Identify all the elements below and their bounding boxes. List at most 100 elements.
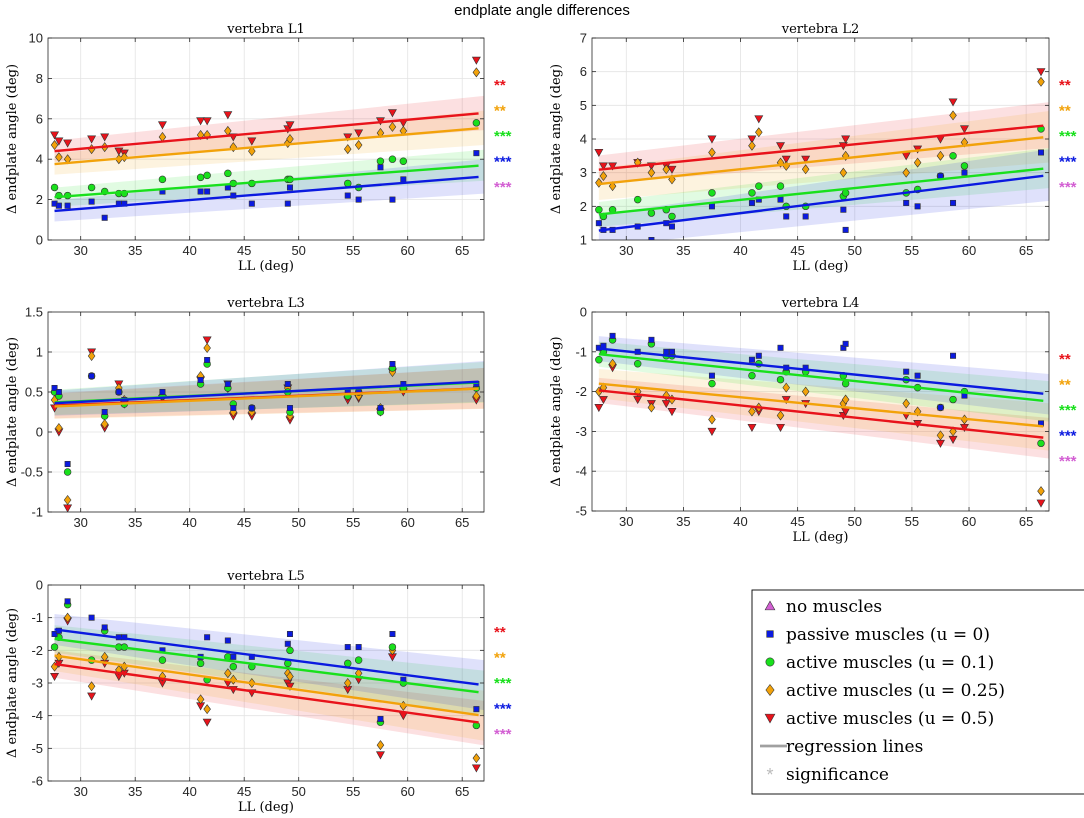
regression-line-passive	[598, 174, 1044, 232]
y-tick-label: -1	[31, 610, 43, 625]
x-tick-label: 50	[848, 514, 862, 529]
data-point-active_05	[598, 162, 608, 171]
data-point-active_01	[376, 157, 385, 165]
x-tick-label: 45	[237, 515, 251, 530]
data-point-passive	[708, 203, 715, 210]
legend-label: regression lines	[786, 737, 923, 757]
data-point-passive	[914, 203, 921, 210]
data-point-active_05	[50, 131, 60, 140]
data-point-active_01	[633, 360, 642, 368]
plot-content	[594, 332, 1049, 508]
data-point-active_05	[1036, 499, 1046, 508]
regression-line-passive	[598, 347, 1044, 395]
data-point-active_05	[100, 133, 110, 142]
y-tick-label: 0	[36, 578, 43, 593]
data-point-active_05	[801, 155, 811, 164]
data-point-passive	[64, 598, 71, 605]
legend-entry-passive: passive muscles (u = 0)	[766, 625, 990, 645]
significance-marker-active_025: **	[1059, 377, 1071, 394]
panel-title: vertebra L1	[226, 22, 305, 37]
data-point-active_01	[158, 175, 167, 184]
x-tick-label: 30	[619, 514, 633, 529]
data-point-active_025	[902, 398, 910, 409]
data-point-active_05	[87, 692, 97, 701]
data-point-active_05	[608, 162, 618, 171]
data-point-passive	[115, 388, 122, 395]
data-point-active_05	[247, 137, 257, 146]
y-tick-label: 4	[580, 132, 587, 147]
data-point-active_05	[285, 121, 295, 130]
data-point-passive	[159, 388, 166, 395]
data-point-passive	[204, 356, 211, 363]
data-point-passive	[783, 213, 790, 220]
legend-asterisk-icon: *	[766, 765, 773, 785]
data-point-passive	[903, 199, 910, 206]
data-point-active_01	[50, 183, 59, 192]
data-point-active_05	[781, 155, 791, 164]
x-tick-label: 35	[128, 515, 142, 530]
x-tick-label: 55	[346, 515, 360, 530]
data-point-active_025	[354, 140, 363, 151]
y-tick-label: 3	[580, 165, 587, 180]
legend-entry-active_05: active muscles (u = 0.5)	[764, 709, 994, 729]
y-tick-label: -3	[31, 676, 43, 691]
y-tick-label: -1	[575, 344, 587, 359]
data-point-passive	[914, 372, 921, 379]
x-axis-label: LL (deg)	[238, 800, 294, 815]
confidence-band-passive	[54, 613, 484, 711]
data-point-active_01	[708, 189, 716, 197]
data-point-active_01	[1037, 439, 1045, 448]
data-point-active_01	[388, 155, 397, 163]
x-tick-label: 30	[73, 784, 87, 799]
regression-line-active_025	[598, 382, 1044, 428]
data-point-passive	[230, 653, 237, 660]
panel-title: vertebra L4	[781, 296, 860, 311]
significance-marker-active_025: **	[1059, 103, 1071, 120]
data-point-passive	[389, 630, 396, 637]
data-point-active_01	[224, 169, 232, 178]
y-tick-label: -2	[31, 643, 43, 658]
confidence-band-active_025	[598, 369, 1049, 451]
data-point-active_025	[344, 144, 352, 155]
data-point-active_01	[949, 152, 957, 160]
data-point-passive	[248, 404, 255, 411]
x-tick-label: 45	[790, 514, 804, 529]
data-point-active_01	[286, 646, 294, 655]
data-point-active_05	[50, 672, 60, 682]
regression-line-active_01	[598, 167, 1044, 216]
confidence-band-active_025	[54, 640, 484, 741]
plot-content	[50, 56, 484, 222]
data-point-active_025	[801, 164, 810, 175]
data-point-active_025	[100, 651, 109, 662]
plot-content	[50, 598, 484, 773]
legend-entry-active_025: active muscles (u = 0.25)	[765, 681, 1005, 701]
plot-area	[592, 312, 1049, 511]
x-tick-label: 50	[848, 243, 862, 258]
regression-line-active_05	[54, 662, 479, 724]
data-point-passive	[88, 614, 95, 621]
x-tick-label: 50	[291, 243, 305, 258]
data-point-passive	[286, 630, 293, 637]
legend-diamond-icon	[765, 684, 775, 696]
x-tick-label: 35	[676, 514, 690, 529]
x-tick-label: 40	[733, 514, 747, 529]
data-point-passive	[248, 200, 255, 207]
y-tick-label: 10	[29, 31, 43, 46]
y-tick-label: 1.5	[25, 305, 43, 320]
data-point-active_025	[662, 164, 671, 175]
x-axis-label: LL (deg)	[793, 530, 849, 545]
significance-marker-passive: ***	[1059, 154, 1077, 171]
x-tick-label: 55	[346, 243, 360, 258]
data-point-active_025	[388, 121, 397, 132]
y-tick-label: 0	[580, 305, 587, 320]
data-point-active_025	[248, 146, 256, 157]
data-point-active_05	[959, 125, 969, 134]
confidence-band-active_025	[598, 111, 1049, 201]
x-tick-label: 40	[733, 243, 747, 258]
x-tick-label: 35	[128, 243, 142, 258]
data-point-passive	[663, 348, 670, 355]
x-tick-label: 50	[291, 515, 305, 530]
data-point-passive	[777, 196, 784, 203]
y-axis-label: Δ endplate angle (deg)	[5, 64, 20, 214]
